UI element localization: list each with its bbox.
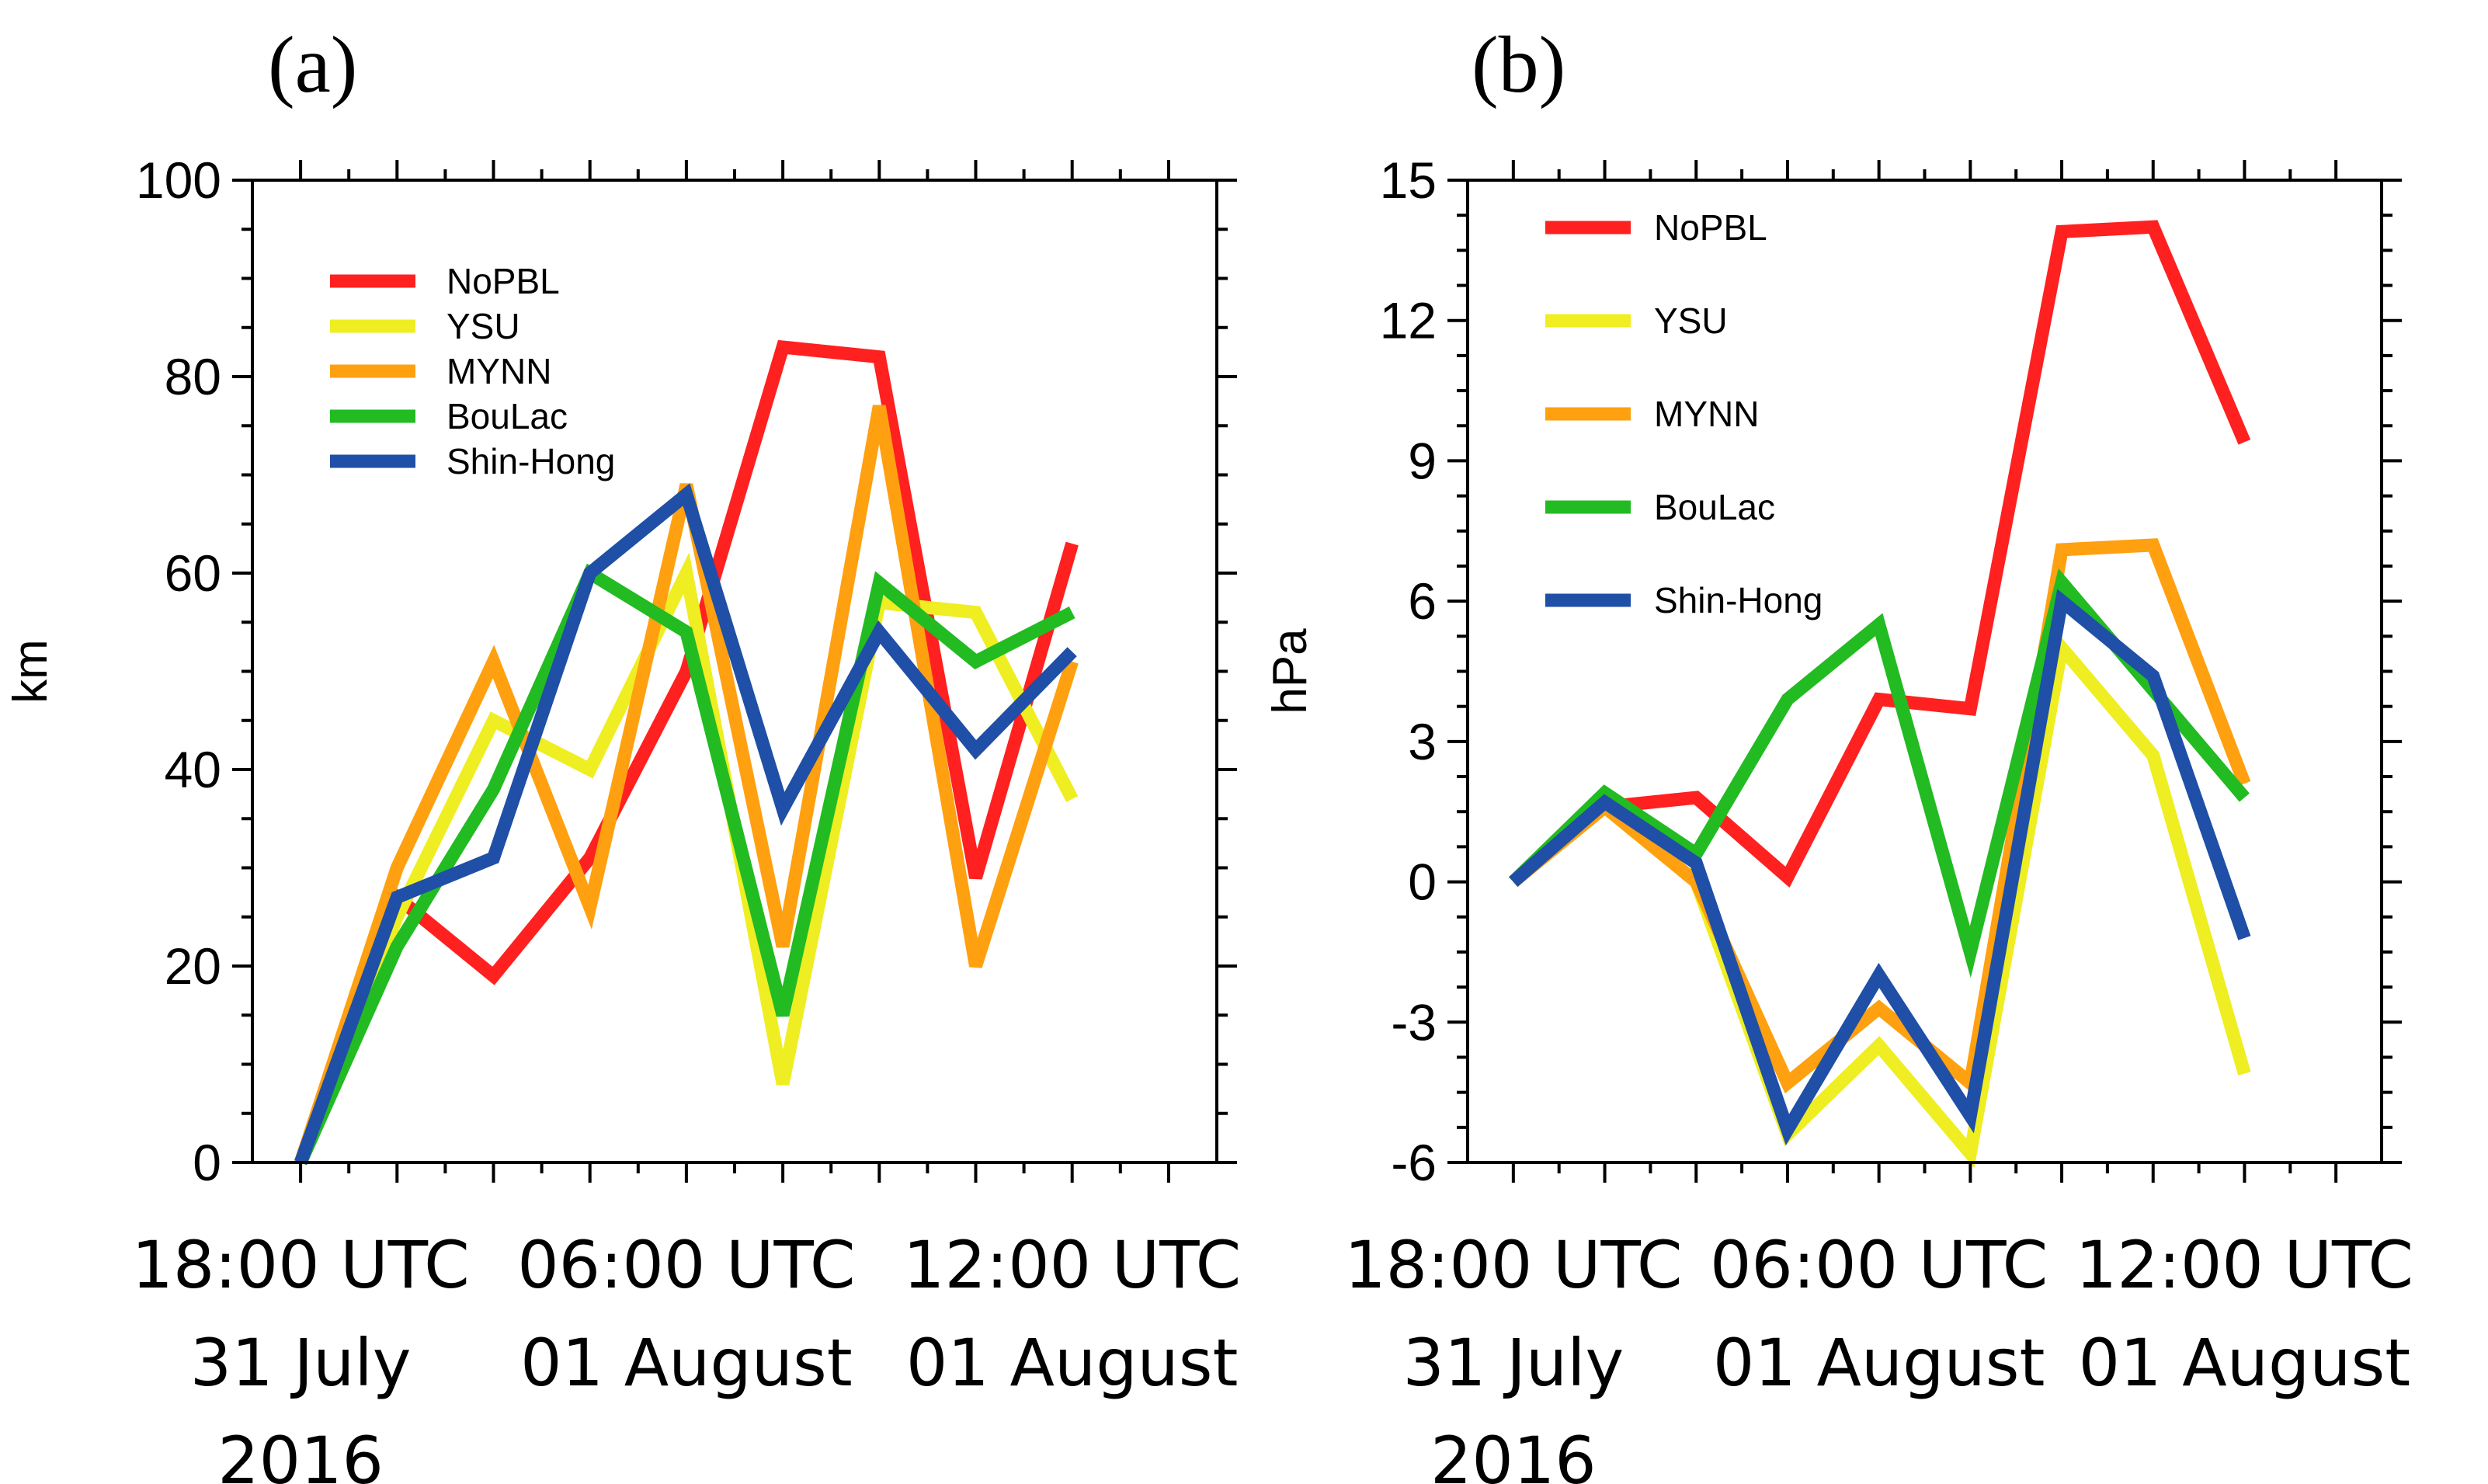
y-axis-label: km (4, 639, 57, 704)
legend-label-shin-hong: Shin-Hong (447, 441, 615, 481)
series-line-ysu (294, 552, 1079, 1166)
panel-label: (b) (1472, 20, 1565, 109)
x-tick-label-line: 12:00 UTC (903, 1227, 1241, 1303)
y-tick-label: -6 (1391, 1134, 1437, 1191)
x-tick-label: 06:00 UTC 01 August (517, 1227, 855, 1401)
y-tick-label: 40 (165, 741, 221, 798)
series-line-boulac (1508, 568, 2250, 978)
x-tick-label-line: 06:00 UTC (517, 1227, 855, 1303)
series-line-mynn (1509, 538, 2251, 1096)
x-tick-label-line: 18:00 UTC (131, 1227, 469, 1303)
series-line-shin-hong (1509, 589, 2251, 1145)
series-line-mynn (294, 405, 1079, 1165)
series-line-nopbl (1509, 220, 2251, 888)
legend-label-boulac: BouLac (1654, 487, 1775, 527)
x-tick-label-line: 06:00 UTC (1710, 1227, 2048, 1303)
x-tick-label-line: 18:00 UTC (1344, 1227, 1682, 1303)
x-tick-label: 18:00 UTC 31 July 2016 (131, 1227, 469, 1484)
x-tick-label: 12:00 UTC 01 August (903, 1227, 1241, 1401)
x-tick-label-line: 12:00 UTC (2076, 1227, 2413, 1303)
y-tick-label: 80 (165, 348, 221, 405)
y-tick-label: 0 (193, 1134, 221, 1191)
series-line-nopbl (294, 339, 1079, 1165)
x-tick-label: 18:00 UTC 31 July 2016 (1344, 1227, 1682, 1484)
panel-b: (b) -6 -3 0 3 6 9 12 15 18:00 UTC 31 July 2016 06:00… (1263, 20, 2413, 1484)
x-tick-label-line: 31 July (1403, 1325, 1624, 1401)
x-tick-label-line: 2016 (1430, 1423, 1597, 1484)
legend-label-ysu: YSU (447, 306, 520, 346)
panel-label: (a) (268, 20, 357, 109)
plot-frame (1466, 179, 2383, 1164)
panel-a: (a) 0 20 40 60 80 100 18:00 UTC 31 July 2016 06:00… (4, 20, 1241, 1484)
legend-label-nopbl: NoPBL (447, 261, 560, 301)
y-tick-label: 12 (1380, 292, 1437, 349)
x-tick-label-line: 01 August (1713, 1325, 2045, 1401)
y-tick-label: 6 (1408, 572, 1437, 630)
y-tick-label: 0 (1408, 853, 1437, 911)
series-line-ysu (1509, 633, 2251, 1169)
legend-label-boulac: BouLac (447, 396, 568, 436)
x-tick-label-line: 01 August (2079, 1325, 2411, 1401)
y-tick-label: 3 (1408, 713, 1437, 770)
x-tick-label-line: 31 July (190, 1325, 412, 1401)
y-axis-label: hPa (1263, 628, 1317, 714)
series-line-boulac (294, 563, 1075, 1166)
x-tick-label: 06:00 UTC 01 August (1710, 1227, 2048, 1401)
legend-label-nopbl: NoPBL (1654, 207, 1767, 248)
x-tick-label: 12:00 UTC 01 August (2076, 1227, 2413, 1401)
series-line-shin-hong (294, 483, 1077, 1165)
y-tick-label: 15 (1380, 151, 1437, 209)
y-tick-label: 100 (136, 151, 221, 209)
y-tick-label: 60 (165, 544, 221, 602)
x-tick-label-line: 01 August (906, 1325, 1239, 1401)
x-tick-label-line: 2016 (217, 1423, 384, 1484)
legend-label-ysu: YSU (1654, 301, 1728, 341)
y-tick-label: -3 (1391, 993, 1437, 1051)
legend-label-mynn: MYNN (447, 351, 551, 391)
y-tick-label: 9 (1408, 432, 1437, 489)
y-tick-label: 20 (165, 937, 221, 995)
legend-label-shin-hong: Shin-Hong (1654, 580, 1823, 620)
x-tick-label-line: 01 August (520, 1325, 853, 1401)
legend-label-mynn: MYNN (1654, 394, 1759, 434)
